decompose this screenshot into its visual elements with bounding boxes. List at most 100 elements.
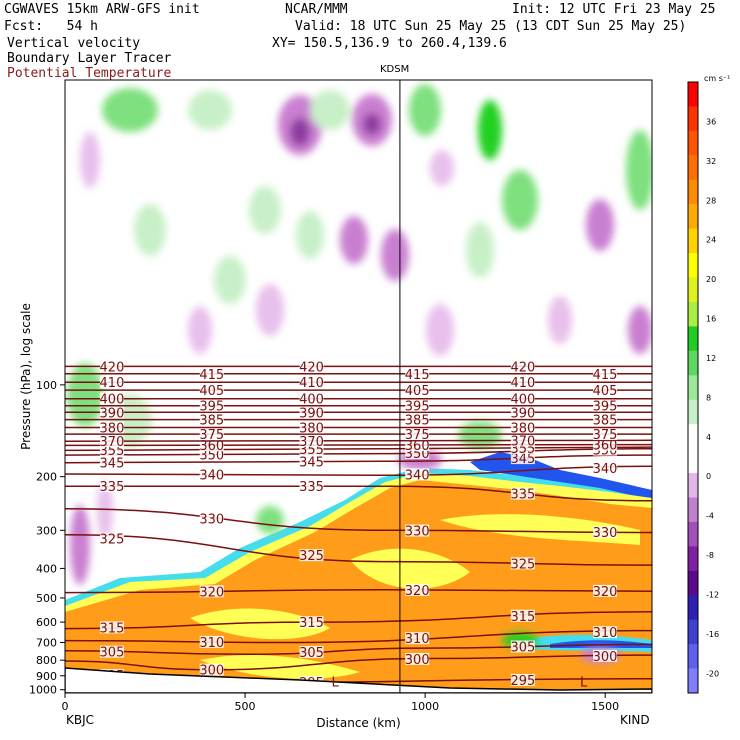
- theta-label-bg: [510, 421, 535, 434]
- model-title: CGWAVES 15km ARW-GFS init: [4, 2, 200, 17]
- theta-label-300: 300: [405, 653, 430, 668]
- colorbar-swatch: [688, 448, 698, 474]
- theta-label-360: 360: [199, 439, 224, 454]
- theta-label-bg: [99, 406, 124, 419]
- colorbar-swatch: [688, 399, 698, 425]
- colorbar: -20 -16 -12 -8 -4 0 4 8 12 16 20 24 28 32 36 cm s⁻¹: [687, 74, 730, 694]
- theta-label-390: 390: [510, 406, 535, 421]
- low-annotation: L: [580, 675, 588, 690]
- y-tick-label: 700: [36, 637, 57, 650]
- theta-label-bg: [405, 632, 430, 645]
- theta-label-340: 340: [405, 468, 430, 483]
- downdraft-blob: [80, 132, 100, 188]
- theta-label-380: 380: [299, 422, 324, 437]
- theta-label-bg: [99, 480, 124, 493]
- theta-label-bg: [593, 384, 618, 397]
- downdraft-blob: [188, 306, 212, 354]
- station-right-label: KIND: [620, 713, 650, 727]
- downdraft-blob: [586, 199, 614, 251]
- theta-label-325: 325: [510, 557, 535, 572]
- colorbar-swatch: [688, 424, 698, 450]
- colorbar-swatch: [688, 668, 698, 694]
- theta-contour-340: [65, 465, 652, 477]
- theta-label-405: 405: [593, 384, 618, 399]
- x-tick-label: 0: [62, 700, 69, 713]
- org-label: NCAR/MMM: [285, 2, 348, 17]
- theta-label-405: 405: [199, 384, 224, 399]
- theta-contour-370: [65, 439, 652, 442]
- colorbar-swatch: [688, 301, 698, 327]
- y-axis-label: Pressure (hPa), log scale: [19, 303, 33, 450]
- theta-label-bg: [405, 428, 430, 441]
- theta-label-320: 320: [405, 584, 430, 599]
- theta-label-bg: [510, 557, 535, 570]
- theta-label-400: 400: [299, 393, 324, 408]
- theta-label-bg: [510, 360, 535, 373]
- theta-label-bg: [99, 456, 124, 469]
- theta-label-bg: [405, 399, 430, 412]
- theta-label-bg: [199, 448, 224, 461]
- theta-label-bg: [299, 434, 324, 447]
- colorbar-swatch: [688, 204, 698, 230]
- y-tick-label: 500: [36, 592, 57, 605]
- theta-label-400: 400: [510, 393, 535, 408]
- downdraft-blob: [70, 505, 90, 585]
- theta-label-bg: [299, 645, 324, 658]
- downdraft-blob: [340, 216, 368, 264]
- theta-label-360: 360: [405, 439, 430, 454]
- updraft-blob: [296, 211, 324, 259]
- theta-label-bg: [299, 549, 324, 562]
- theta-label-bg: [299, 480, 324, 493]
- theta-label-bg: [593, 584, 618, 597]
- theta-label-310: 310: [405, 632, 430, 647]
- cross-section-xy: XY= 150.5,136.9 to 260.4,139.6: [272, 36, 507, 51]
- theta-label-320: 320: [593, 585, 618, 600]
- theta-label-bg: [405, 524, 430, 537]
- colorbar-label: 36: [706, 117, 716, 126]
- downdraft-blob: [548, 296, 572, 344]
- colorbar-label: -16: [706, 630, 719, 639]
- updraft-blob: [478, 100, 502, 160]
- theta-label-bg: [199, 512, 224, 525]
- y-tick-label: 1000: [29, 684, 57, 697]
- theta-label-355: 355: [299, 443, 324, 458]
- y-tick-label: 800: [36, 654, 57, 667]
- theta-label-bg: [199, 663, 224, 676]
- theta-label-bg: [510, 434, 535, 447]
- theta-label-395: 395: [405, 400, 430, 415]
- y-tick-label: 300: [36, 524, 57, 537]
- updraft-blob: [466, 222, 494, 278]
- tracer-yellow-patch-3: [440, 514, 640, 545]
- colorbar-swatch: [688, 228, 698, 254]
- y-tick-label: 400: [36, 562, 57, 575]
- theta-label-bg: [593, 526, 618, 539]
- colorbar-label: 8: [706, 393, 711, 402]
- updraft-blob: [310, 90, 350, 130]
- theta-label-330: 330: [593, 526, 618, 541]
- colorbar-swatch: [688, 570, 698, 596]
- downdraft-blob: [430, 150, 454, 186]
- theta-label-bg: [199, 635, 224, 648]
- theta-contours: 2952952953003003003053053053103103103153…: [65, 360, 652, 691]
- theta-contour-355: [65, 446, 652, 452]
- theta-label-bg: [299, 616, 324, 629]
- theta-label-415: 415: [405, 368, 430, 383]
- theta-label-bg: [99, 392, 124, 405]
- theta-label-345: 345: [299, 456, 324, 471]
- colorbar-swatch: [688, 82, 698, 107]
- colorbar-swatch: [688, 473, 698, 498]
- forecast-hour: Fcst: 54 h: [4, 19, 98, 34]
- y-tick-label: 100: [36, 379, 57, 392]
- downdraft-blob: [381, 229, 409, 281]
- theta-label-380: 380: [100, 422, 125, 437]
- theta-label-345: 345: [510, 452, 535, 467]
- theta-contour-325: [65, 533, 652, 566]
- downdraft-blob: [426, 304, 454, 356]
- theta-label-330: 330: [405, 525, 430, 540]
- theta-contour-330: [65, 508, 652, 534]
- colorbar-swatch: [688, 253, 698, 279]
- colorbar-swatch: [688, 106, 698, 132]
- colorbar-swatch: [688, 595, 698, 621]
- updraft-blob: [102, 88, 158, 132]
